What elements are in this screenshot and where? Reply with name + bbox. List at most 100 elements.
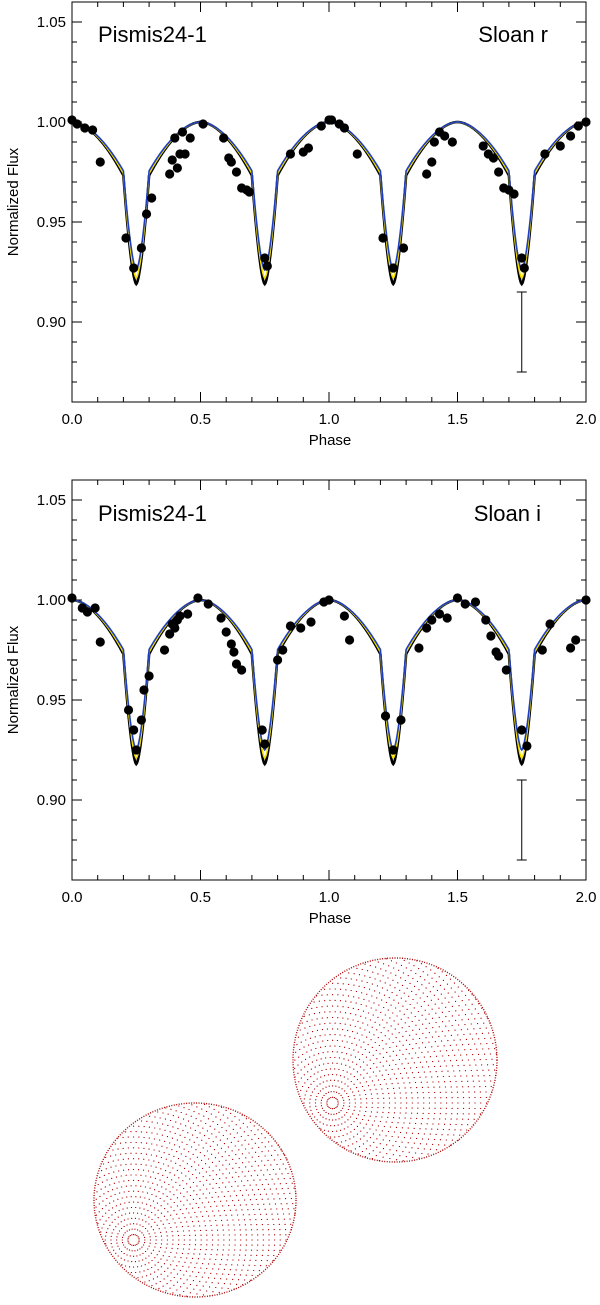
star-surface-dots — [95, 1103, 297, 1297]
data-point — [501, 665, 511, 675]
y-tick-label: 1.05 — [37, 492, 66, 509]
data-point — [165, 629, 175, 639]
data-point — [306, 617, 316, 627]
data-point — [380, 711, 391, 721]
x-tick-label: 0.0 — [62, 411, 83, 428]
data-point — [139, 685, 149, 695]
data-point — [95, 157, 105, 167]
data-point — [427, 157, 437, 167]
data-point — [398, 243, 409, 253]
data-point — [183, 609, 193, 619]
data-point — [540, 149, 550, 159]
y-tick-label: 1.00 — [37, 114, 66, 131]
data-point — [396, 715, 406, 725]
band-label: Sloan r — [478, 22, 548, 47]
star-label: Pismis24-1 — [98, 501, 207, 526]
data-point — [522, 741, 532, 751]
data-point — [95, 637, 105, 647]
data-point — [447, 137, 457, 147]
x-tick-label: 2.0 — [576, 411, 597, 428]
data-point — [509, 189, 519, 199]
data-point — [378, 233, 388, 243]
data-point — [339, 611, 350, 621]
data-point — [555, 141, 565, 151]
data-point — [260, 253, 270, 263]
data-point — [80, 123, 90, 133]
data-point — [67, 593, 77, 603]
plot-frame — [71, 1, 587, 403]
data-point — [136, 715, 146, 725]
data-point — [221, 627, 231, 637]
data-point — [470, 597, 481, 607]
data-point — [285, 621, 296, 631]
data-point — [273, 655, 283, 665]
data-point — [488, 153, 499, 163]
data-point — [422, 623, 432, 633]
x-tick-label: 1.5 — [447, 889, 468, 906]
data-point — [519, 263, 529, 273]
data-point — [452, 593, 463, 603]
data-point — [422, 169, 432, 179]
data-point — [177, 127, 188, 137]
data-point — [440, 131, 450, 141]
data-point — [486, 631, 496, 641]
data-point — [494, 167, 504, 177]
data-point — [144, 671, 154, 681]
data-point — [244, 187, 254, 197]
x-tick-label: 0.5 — [190, 411, 211, 428]
data-point — [172, 163, 182, 173]
data-point — [339, 123, 350, 133]
data-point — [226, 639, 236, 649]
band-label: Sloan i — [474, 501, 541, 526]
data-point — [193, 593, 203, 603]
y-tick-label: 0.90 — [37, 314, 66, 331]
data-point — [180, 149, 190, 159]
data-point — [442, 613, 452, 623]
data-point — [141, 209, 152, 219]
light-curve-panel-sloan-r: Pismis24-1 Sloan r Phase Normalized Flux… — [5, 1, 597, 449]
data-point — [429, 137, 439, 147]
data-point — [121, 233, 131, 243]
data-point — [170, 133, 180, 143]
x-axis-label: Phase — [309, 910, 352, 927]
data-point — [434, 609, 445, 619]
data-point — [278, 645, 288, 655]
star-secondary — [93, 1102, 297, 1298]
data-point — [388, 263, 398, 273]
data-point — [517, 725, 527, 735]
data-point — [87, 125, 98, 135]
y-axis-label: Normalized Flux — [5, 147, 22, 256]
model-curve-black — [71, 598, 587, 767]
x-tick-label: 1.0 — [319, 889, 340, 906]
data-point — [573, 121, 583, 131]
data-point — [226, 157, 236, 167]
data-point — [231, 659, 242, 669]
data-point — [129, 725, 139, 735]
data-point — [581, 595, 591, 605]
data-point — [123, 705, 134, 715]
data-point — [72, 119, 82, 129]
star-limb — [93, 1102, 297, 1298]
data-point — [260, 739, 270, 749]
y-tick-label: 0.95 — [37, 214, 66, 231]
data-point — [203, 599, 213, 609]
data-point — [316, 121, 326, 131]
data-point — [326, 115, 337, 125]
data-point — [198, 119, 208, 129]
star-primary — [292, 957, 498, 1163]
data-point — [545, 619, 555, 629]
data-point — [296, 623, 306, 633]
data-point — [427, 615, 437, 625]
y-tick-label: 1.00 — [37, 592, 66, 609]
data-point — [136, 243, 146, 253]
data-point — [170, 623, 180, 633]
y-tick-label: 1.05 — [37, 14, 66, 31]
data-point — [129, 263, 139, 273]
x-axis-label: Phase — [309, 432, 352, 449]
y-tick-label: 0.90 — [37, 792, 66, 809]
x-tick-label: 1.5 — [447, 411, 468, 428]
data-point — [82, 607, 93, 617]
data-point — [175, 611, 185, 621]
x-tick-label: 0.0 — [62, 889, 83, 906]
model-curve-black — [71, 120, 587, 287]
